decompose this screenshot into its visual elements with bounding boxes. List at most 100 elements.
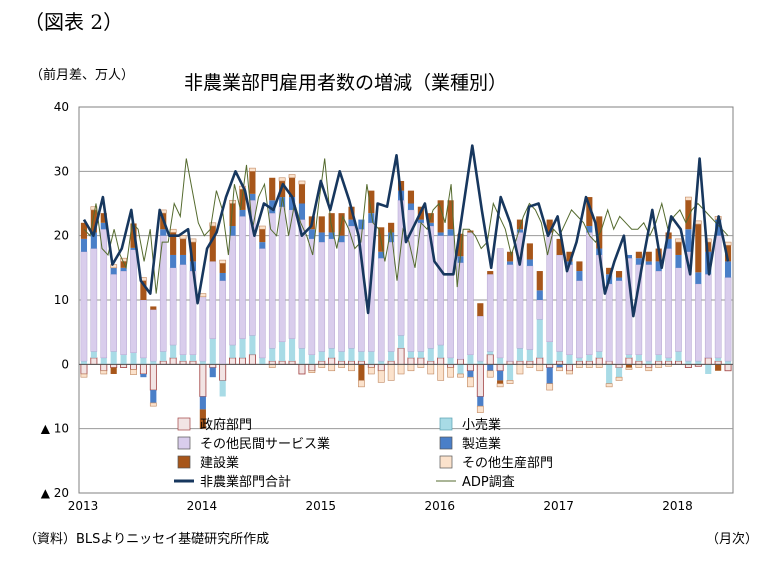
bar-other_goods [308,370,316,373]
bar-manufacturing [675,254,682,268]
bar-retail [388,351,395,362]
bar-retail [526,349,533,362]
bar-other_services [328,238,335,349]
bar-other_goods [130,369,137,375]
bar-other_goods [348,364,355,372]
bar-retail [606,364,613,384]
bar-manufacturing [179,254,187,265]
bar-other_goods [288,174,296,179]
bar-retail [397,335,405,349]
bar-other_services [298,219,306,349]
bar-construction [536,271,543,291]
bar-manufacturing [150,390,157,403]
bar-other_services [447,235,454,359]
bar-government [704,357,712,365]
chart-title: 非農業部門雇用者数の増減（業種別） [184,72,508,94]
bar-construction [199,409,206,429]
bar-construction [269,177,276,201]
bar-retail [298,348,306,365]
bar-other_goods [179,235,187,240]
bar-manufacturing [427,222,434,227]
bar-government [536,357,544,365]
bar-government [100,363,108,372]
legend-label-adp: ADP調査 [462,475,515,490]
bar-retail [477,361,484,365]
bar-construction [298,184,306,204]
y-tick-label: 40 [54,100,69,114]
bar-other_goods [486,370,494,378]
bar-construction [546,219,553,233]
legend-label-total: 非農業部門合計 [200,474,291,490]
bar-manufacturing [110,267,117,275]
bar-other_goods [407,364,415,372]
figure-label: （図表 2） [24,10,124,34]
bar-other_goods [566,370,573,375]
bar-construction [695,224,702,273]
legend-label-other_goods: その他生産部門 [462,455,553,471]
bar-retail [150,361,157,365]
bar-retail [179,354,187,362]
bar-other_goods [685,196,692,201]
bar-government [139,363,147,375]
bar-manufacturing [477,396,484,407]
bar-other_goods [258,225,266,230]
bar-construction [467,230,474,233]
bar-manufacturing [249,193,256,201]
bar-retail [447,357,454,365]
bar-manufacturing [239,209,246,217]
bar-government [496,363,504,372]
bar-other_services [477,315,484,362]
legend-swatch-manufacturing [439,436,453,450]
bar-manufacturing [655,261,662,272]
bar-retail [229,345,236,358]
bar-manufacturing [199,396,206,410]
bar-retail [130,352,137,365]
bar-manufacturing [358,219,365,230]
bar-construction [170,232,177,255]
bar-other_goods [645,367,653,372]
bar-construction [685,200,692,230]
bar-manufacturing [328,232,335,239]
bar-other_goods [437,364,445,381]
bar-construction [189,242,197,262]
bar-retail [368,351,375,365]
bar-retail [566,354,573,365]
y-unit-label: （前月差、万人） [30,68,135,83]
bar-retail [665,357,672,362]
bar-construction [219,263,226,273]
legend-swatch-other_services [177,436,191,450]
bar-construction [239,189,246,210]
bar-retail [239,338,246,358]
bar-government [308,363,316,372]
bar-retail [338,351,345,362]
bar-other_services [526,265,534,350]
bar-government [248,354,256,365]
bar-other_goods [496,383,504,388]
bar-other_services [120,270,127,355]
bar-retail [457,364,464,374]
bar-manufacturing [130,247,137,250]
bar-other_goods [199,293,207,298]
bar-other_services [586,232,593,355]
bar-construction [487,271,494,275]
bar-other_services [169,267,177,346]
bar-construction [625,364,633,368]
bar-construction [388,222,395,233]
bar-manufacturing [437,232,444,236]
legend-swatch-other_goods [439,455,453,469]
bar-retail [625,354,633,358]
bar-construction [100,213,107,223]
bar-other_services [110,274,117,352]
bar-other_goods [724,241,732,246]
bar-manufacturing [209,367,216,378]
bar-other_services [387,241,395,352]
bar-construction [586,197,593,227]
bar-retail [645,361,652,365]
bar-retail [487,351,494,355]
y-tick-label: 0 [61,357,69,371]
bar-retail [407,351,415,358]
bar-government [90,357,98,365]
bar-other_goods [427,364,435,375]
bar-other_services [278,206,286,343]
x-tick-label: 2018 [662,499,693,513]
